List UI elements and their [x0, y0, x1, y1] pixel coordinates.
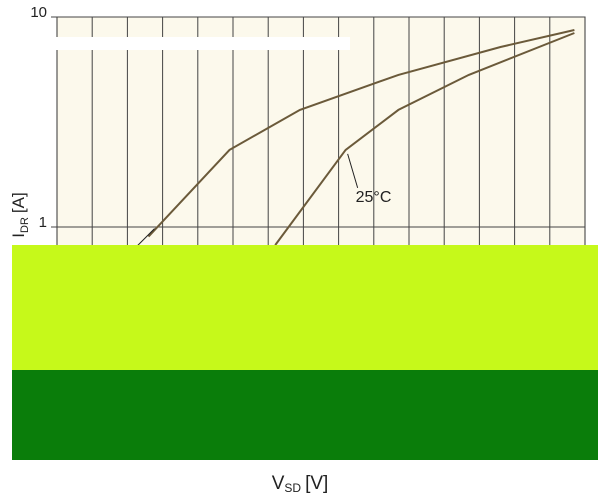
y-label-sub: DR — [19, 217, 31, 233]
image-artifact — [15, 37, 350, 50]
y-axis-label: IDR [A] — [9, 192, 30, 237]
annotation: 25°C — [356, 189, 392, 206]
y-label-main: I — [9, 233, 28, 238]
curve — [274, 32, 575, 246]
x-label-main: V — [272, 473, 285, 494]
annotation-arrow — [347, 153, 359, 188]
y-label-unit: [A] — [9, 192, 28, 213]
x-axis-label: VSD [V] — [272, 473, 329, 495]
x-label-unit: [V] — [305, 473, 328, 494]
y-tick-label: 10 — [30, 4, 47, 21]
curve — [147, 29, 575, 238]
x-label-sub: SD — [284, 481, 301, 495]
image-artifact — [12, 245, 598, 370]
y-tick-label: 1 — [39, 214, 47, 231]
image-artifact — [12, 370, 598, 460]
